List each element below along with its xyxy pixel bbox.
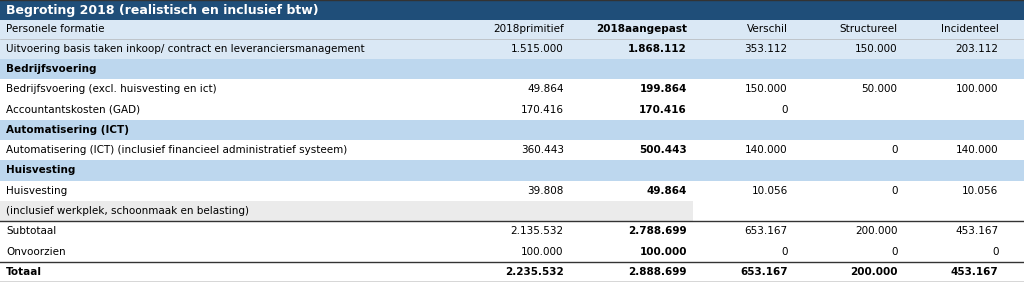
- Text: 200.000: 200.000: [850, 267, 898, 277]
- Text: Huisvesting: Huisvesting: [6, 166, 76, 175]
- Text: 1.868.112: 1.868.112: [629, 44, 687, 54]
- Text: Verschil: Verschil: [746, 25, 787, 34]
- Text: Bedrijfsvoering: Bedrijfsvoering: [6, 64, 96, 74]
- Bar: [0, 201, 693, 221]
- Bar: [0, 100, 1024, 120]
- Bar: [0, 79, 1024, 100]
- Text: 2.888.699: 2.888.699: [629, 267, 687, 277]
- Text: 100.000: 100.000: [640, 246, 687, 257]
- Text: Accountantskosten (GAD): Accountantskosten (GAD): [6, 105, 140, 114]
- Bar: [0, 241, 1024, 262]
- Text: 2.788.699: 2.788.699: [629, 226, 687, 236]
- Text: 0: 0: [781, 105, 787, 114]
- Text: 150.000: 150.000: [745, 84, 787, 94]
- Text: 2.235.532: 2.235.532: [505, 267, 563, 277]
- Text: 49.864: 49.864: [647, 186, 687, 196]
- Text: 1.515.000: 1.515.000: [511, 44, 563, 54]
- Text: 100.000: 100.000: [956, 84, 998, 94]
- Text: 353.112: 353.112: [744, 44, 787, 54]
- Text: 2.135.532: 2.135.532: [511, 226, 563, 236]
- Bar: [0, 160, 1024, 180]
- Text: 170.416: 170.416: [520, 105, 563, 114]
- Text: 0: 0: [891, 145, 898, 155]
- Text: Onvoorzien: Onvoorzien: [6, 246, 66, 257]
- Text: 10.056: 10.056: [752, 186, 787, 196]
- Text: 500.443: 500.443: [639, 145, 687, 155]
- Text: 10.056: 10.056: [963, 186, 998, 196]
- Text: Subtotaal: Subtotaal: [6, 226, 56, 236]
- Bar: [0, 59, 1024, 79]
- Text: 453.167: 453.167: [955, 226, 998, 236]
- Text: Totaal: Totaal: [6, 267, 42, 277]
- Text: 200.000: 200.000: [855, 226, 898, 236]
- Text: Structureel: Structureel: [840, 25, 898, 34]
- Bar: [0, 120, 1024, 140]
- Text: Uitvoering basis taken inkoop/ contract en leveranciersmanagement: Uitvoering basis taken inkoop/ contract …: [6, 44, 365, 54]
- Text: 0: 0: [891, 246, 898, 257]
- Text: 2018primitief: 2018primitief: [493, 25, 563, 34]
- Text: 653.167: 653.167: [740, 267, 787, 277]
- Text: Bedrijfsvoering (excl. huisvesting en ict): Bedrijfsvoering (excl. huisvesting en ic…: [6, 84, 217, 94]
- Text: 50.000: 50.000: [861, 84, 898, 94]
- Text: 203.112: 203.112: [955, 44, 998, 54]
- Text: 0: 0: [891, 186, 898, 196]
- Text: Begroting 2018 (realistisch en inclusief btw): Begroting 2018 (realistisch en inclusief…: [6, 4, 318, 17]
- Bar: [0, 180, 1024, 201]
- Text: 39.808: 39.808: [527, 186, 563, 196]
- Bar: [0, 201, 1024, 221]
- Text: 140.000: 140.000: [745, 145, 787, 155]
- Text: Incidenteel: Incidenteel: [941, 25, 998, 34]
- Text: 0: 0: [992, 246, 998, 257]
- Bar: [0, 140, 1024, 160]
- Text: 49.864: 49.864: [527, 84, 563, 94]
- Text: 453.167: 453.167: [950, 267, 998, 277]
- Text: 199.864: 199.864: [640, 84, 687, 94]
- Text: 653.167: 653.167: [744, 226, 787, 236]
- Bar: [0, 39, 1024, 59]
- Bar: [0, 221, 1024, 241]
- Bar: [0, 20, 1024, 39]
- Text: Automatisering (ICT): Automatisering (ICT): [6, 125, 129, 135]
- Text: 360.443: 360.443: [520, 145, 563, 155]
- Text: Automatisering (ICT) (inclusief financieel administratief systeem): Automatisering (ICT) (inclusief financie…: [6, 145, 347, 155]
- Text: 2018aangepast: 2018aangepast: [596, 25, 687, 34]
- Text: 150.000: 150.000: [855, 44, 898, 54]
- Text: Huisvesting: Huisvesting: [6, 186, 68, 196]
- Text: 100.000: 100.000: [521, 246, 563, 257]
- Text: 170.416: 170.416: [639, 105, 687, 114]
- Text: (inclusief werkplek, schoonmaak en belasting): (inclusief werkplek, schoonmaak en belas…: [6, 206, 249, 216]
- Bar: [0, 0, 1024, 20]
- Text: 140.000: 140.000: [955, 145, 998, 155]
- Bar: [0, 262, 1024, 282]
- Text: Personele formatie: Personele formatie: [6, 25, 104, 34]
- Text: 0: 0: [781, 246, 787, 257]
